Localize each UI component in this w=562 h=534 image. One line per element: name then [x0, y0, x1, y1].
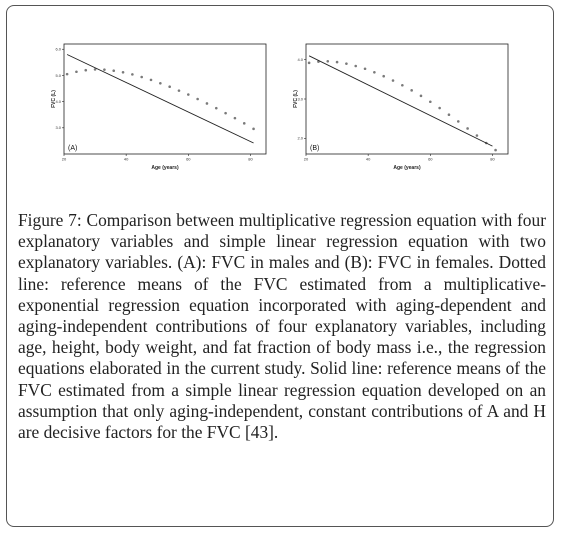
- panel-label: (B): [310, 145, 319, 152]
- y-tick-label: 2.0: [297, 136, 303, 141]
- caption-text: Comparison between multiplicative regres…: [18, 210, 546, 443]
- x-tick-label: 40: [124, 157, 129, 162]
- x-tick-label: 20: [304, 157, 309, 162]
- plot-area: [63, 43, 267, 155]
- dotted-series-point: [159, 81, 162, 85]
- dotted-series-point: [121, 70, 125, 74]
- dotted-series-point: [131, 73, 134, 76]
- dotted-series-point: [354, 64, 358, 68]
- dotted-series-point: [494, 148, 497, 152]
- dotted-series-point: [410, 89, 413, 92]
- dotted-series-point: [326, 59, 330, 63]
- dotted-series-point: [93, 68, 97, 71]
- caption-label: Figure 7:: [18, 210, 82, 230]
- dotted-series-point: [75, 70, 78, 74]
- dotted-series-point: [65, 72, 69, 76]
- dotted-series-point: [456, 120, 460, 123]
- dotted-series-point: [84, 68, 88, 72]
- figure-frame: [6, 5, 554, 527]
- y-tick-label: 3.0: [55, 125, 61, 130]
- dotted-series-point: [224, 111, 227, 115]
- dotted-series-point: [307, 61, 311, 65]
- plot-area: [305, 43, 509, 155]
- x-tick-label: 60: [428, 157, 433, 162]
- dotted-series-point: [363, 67, 367, 71]
- dotted-series-point: [382, 74, 385, 78]
- x-axis-label: Age (years): [393, 165, 421, 171]
- y-tick-label: 5.0: [55, 73, 61, 78]
- panel-label: (A): [68, 145, 77, 152]
- y-tick-label: 4.0: [297, 57, 303, 62]
- x-tick-label: 80: [490, 157, 495, 162]
- dotted-series-point: [252, 127, 255, 131]
- dotted-series-point: [438, 106, 441, 110]
- chart-panel-b: 20 40 60 80 2.0 3.0 4.0 Age (years) FVC (L) (B): [292, 38, 514, 188]
- dotted-series-point: [242, 122, 246, 125]
- y-tick-label: 4.0: [55, 99, 61, 104]
- chart-b: 20 40 60 80 2.0 3.0 4.0 Age (years) FVC (L) (B): [293, 43, 509, 171]
- dotted-series-point: [233, 116, 237, 120]
- dotted-series-point: [214, 106, 218, 110]
- dotted-series-point: [149, 78, 153, 82]
- dotted-series-point: [373, 70, 376, 74]
- dotted-series-point: [391, 79, 395, 82]
- chart-panel-a: 20 40 60 80 3.0 4.0 5.0 6.0 Age (years) FVC (L) (A…: [50, 38, 272, 188]
- x-tick-label: 80: [248, 157, 253, 162]
- dotted-series-point: [447, 113, 451, 117]
- dotted-series-point: [401, 83, 404, 87]
- dotted-series-point: [140, 75, 143, 79]
- x-tick-label: 20: [62, 157, 67, 162]
- y-axis-label: FVC (L): [293, 90, 299, 108]
- dotted-series-point: [205, 102, 209, 105]
- x-tick-label: 60: [186, 157, 191, 162]
- dotted-series-point: [103, 68, 106, 71]
- dotted-series-point: [466, 127, 469, 130]
- dotted-series-point: [429, 100, 432, 104]
- dotted-series-point: [187, 93, 190, 96]
- dotted-series-point: [345, 62, 348, 65]
- y-tick-label: 6.0: [55, 47, 61, 52]
- solid-series-line: [66, 54, 254, 144]
- dotted-series-point: [419, 94, 423, 98]
- solid-series-line: [308, 55, 493, 147]
- y-tick-label: 3.0: [297, 96, 303, 101]
- x-tick-label: 40: [366, 157, 371, 162]
- dotted-series-point: [335, 60, 339, 64]
- figure-caption: Figure 7: Comparison between multiplicat…: [18, 210, 546, 443]
- dotted-series-point: [168, 85, 171, 88]
- dotted-series-point: [196, 97, 199, 101]
- dotted-series-point: [475, 134, 479, 137]
- x-axis-label: Age (years): [151, 165, 179, 171]
- dotted-series-point: [177, 89, 181, 92]
- dotted-series-point: [112, 69, 116, 73]
- chart-a: 20 40 60 80 3.0 4.0 5.0 6.0 Age (years) FVC (L) (A…: [51, 43, 267, 171]
- y-axis-label: FVC (L): [51, 90, 57, 108]
